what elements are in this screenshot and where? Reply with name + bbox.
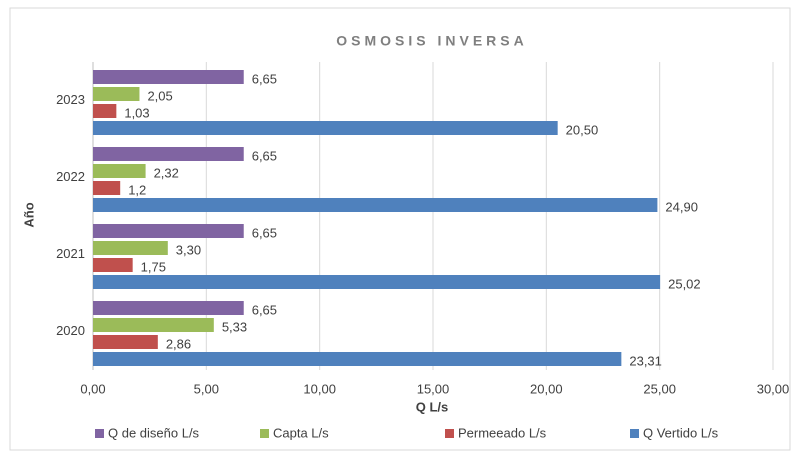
bar (93, 87, 140, 101)
bar (93, 318, 214, 332)
bar (93, 301, 244, 315)
data-label: 1,2 (128, 182, 146, 197)
data-label: 5,33 (222, 319, 247, 334)
bar (93, 258, 133, 272)
bar (93, 352, 622, 366)
legend-label: Permeeado L/s (458, 425, 547, 440)
bar (93, 147, 244, 161)
bar (93, 70, 244, 84)
data-label: 2,05 (147, 88, 172, 103)
bar (93, 224, 244, 238)
x-tick-label: 5,00 (194, 381, 219, 396)
bar (93, 275, 661, 289)
legend-swatch (260, 429, 269, 438)
y-axis-label: Año (21, 202, 36, 227)
legend-label: Capta L/s (273, 425, 329, 440)
bar (93, 241, 168, 255)
y-tick-label: 2020 (56, 323, 85, 338)
data-label: 6,65 (252, 302, 277, 317)
data-label: 2,86 (166, 336, 191, 351)
bar (93, 198, 658, 212)
y-tick-label: 2022 (56, 169, 85, 184)
data-label: 23,31 (629, 353, 662, 368)
x-tick-label: 25,00 (643, 381, 676, 396)
legend-swatch (630, 429, 639, 438)
x-tick-label: 30,00 (757, 381, 790, 396)
legend-swatch (445, 429, 454, 438)
data-label: 2,32 (154, 165, 179, 180)
x-tick-label: 20,00 (530, 381, 563, 396)
x-tick-label: 15,00 (417, 381, 450, 396)
bar (93, 104, 117, 118)
data-label: 6,65 (252, 71, 277, 86)
legend-label: Q de diseño L/s (108, 425, 200, 440)
data-label: 24,90 (665, 199, 698, 214)
bar (93, 181, 121, 195)
data-label: 3,30 (176, 242, 201, 257)
data-label: 6,65 (252, 225, 277, 240)
bar (93, 121, 558, 135)
chart-title: OSMOSIS INVERSA (336, 33, 527, 49)
data-label: 25,02 (668, 276, 701, 291)
data-label: 20,50 (566, 122, 599, 137)
y-tick-label: 2021 (56, 246, 85, 261)
bar (93, 335, 158, 349)
legend-swatch (95, 429, 104, 438)
data-label: 1,03 (124, 105, 149, 120)
data-label: 1,75 (141, 259, 166, 274)
y-tick-label: 2023 (56, 92, 85, 107)
x-axis-label: Q L/s (416, 399, 449, 414)
bar (93, 164, 146, 178)
x-tick-label: 0,00 (80, 381, 105, 396)
data-label: 6,65 (252, 148, 277, 163)
x-tick-label: 10,00 (303, 381, 336, 396)
legend-label: Q Vertido L/s (643, 425, 719, 440)
